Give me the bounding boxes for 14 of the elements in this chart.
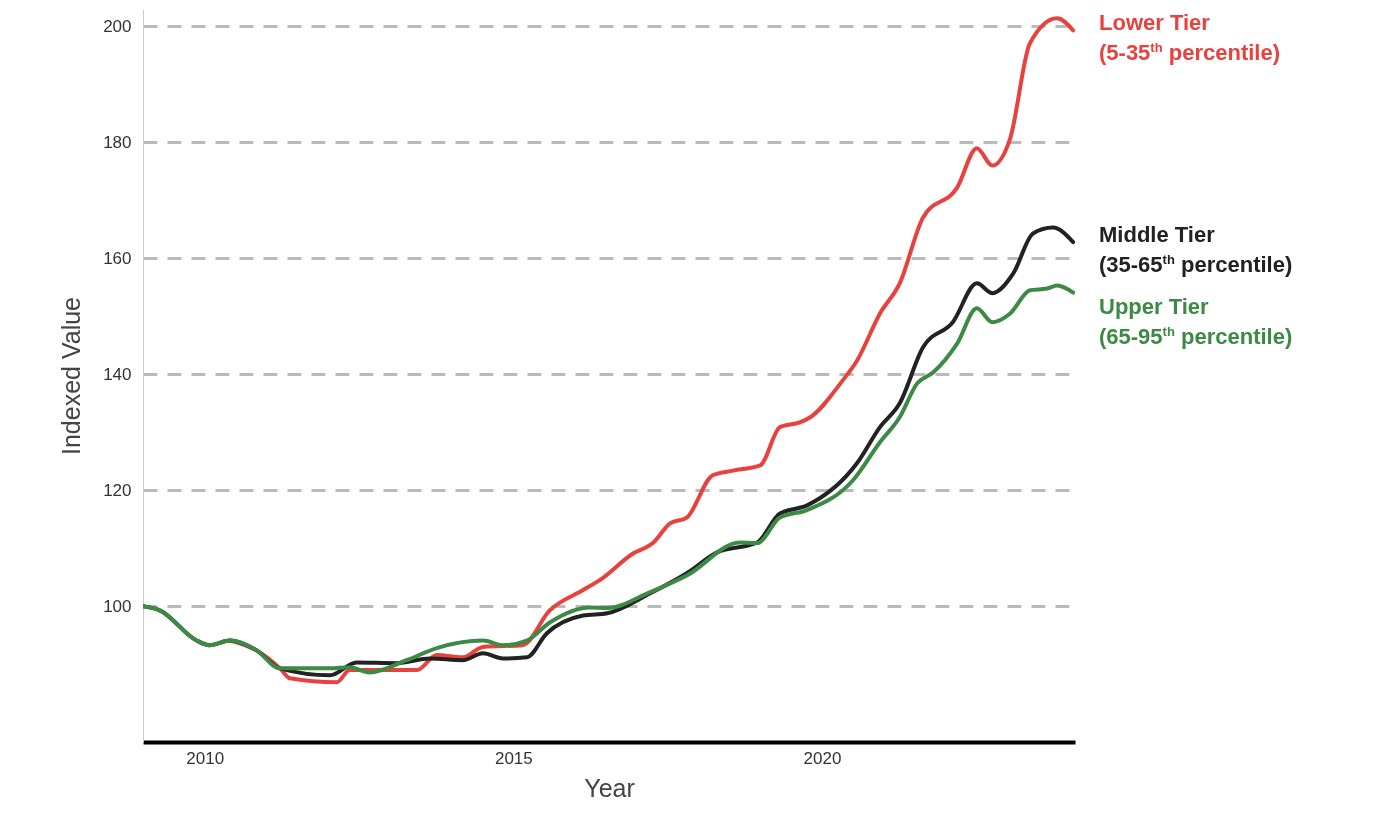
x-axis-title: Year (584, 773, 635, 802)
series-label: Middle Tier (35-65$^{th}$ percentile) (1099, 221, 1293, 280)
y-tick-label: 160 (103, 248, 132, 268)
series-label: Upper Tier (65-95$^{th}$ percentile) (1099, 293, 1293, 352)
y-tick-label: 100 (103, 596, 132, 616)
y-tick-label: 180 (103, 132, 132, 152)
y-tick-label: 200 (103, 16, 132, 36)
series-label: Lower Tier (5-35$^{th}$ percentile) (1099, 9, 1281, 68)
y-tick-label: 120 (103, 480, 132, 500)
x-tick-label: 2015 (494, 748, 533, 768)
y-tick-label: 140 (103, 364, 132, 384)
y-axis-title: Indexed Value (57, 297, 86, 455)
x-tick-label: 2020 (803, 748, 842, 768)
x-tick-label: 2010 (186, 748, 225, 768)
